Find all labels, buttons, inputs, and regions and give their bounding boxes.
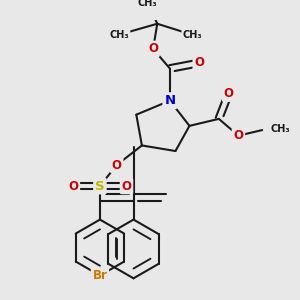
Text: N: N <box>164 94 175 107</box>
Text: O: O <box>112 158 122 172</box>
Text: S: S <box>95 179 105 193</box>
Text: O: O <box>68 179 78 193</box>
Text: O: O <box>224 87 234 100</box>
Text: O: O <box>233 129 243 142</box>
Text: O: O <box>194 56 204 69</box>
Text: CH₃: CH₃ <box>271 124 290 134</box>
Text: CH₃: CH₃ <box>110 30 129 40</box>
Text: O: O <box>148 42 158 56</box>
Text: Br: Br <box>92 269 107 282</box>
Text: CH₃: CH₃ <box>138 0 157 8</box>
Text: O: O <box>122 179 131 193</box>
Text: CH₃: CH₃ <box>182 30 202 40</box>
